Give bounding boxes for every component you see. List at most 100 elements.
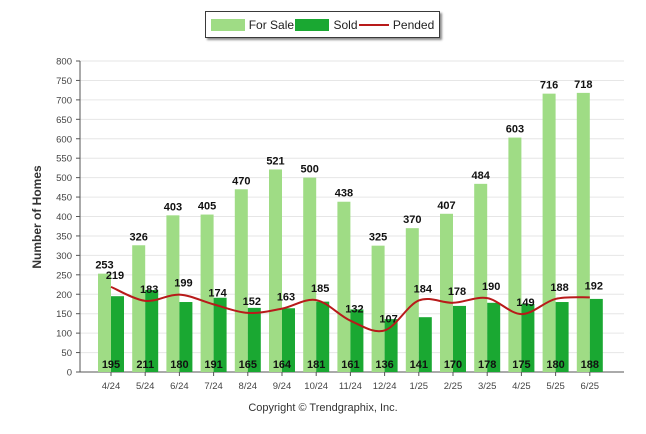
data-labels: 253 326 403 405 470 521 500 438 325 370 407 484 603 7… [95,79,603,371]
for-sale-value-label: 325 [369,232,387,244]
sold-bar [179,302,193,372]
sold-bar [282,308,295,372]
y-tick-label: 200 [56,290,72,301]
sold-value-label: 165 [239,359,257,371]
sold-bar [453,305,466,372]
sold-value-label: 175 [512,359,530,371]
for-sale-bar [542,93,556,372]
bars [98,92,603,372]
y-tick-label: 500 [56,173,72,184]
for-sale-value-label: 484 [472,170,491,182]
pended-value-label: 152 [243,296,261,308]
copyright-footer: Copyright © Trendgraphix, Inc. [248,402,398,414]
x-tick-label: 11/24 [339,381,362,392]
legend-item-sold: Sold [295,17,358,32]
sold-bar [145,289,159,372]
sold-value-label: 161 [341,359,359,371]
sold-value-label: 191 [204,359,222,371]
for-sale-bar [98,273,111,372]
pended-value-label: 178 [448,286,466,298]
x-tick-label: 5/25 [546,381,565,392]
x-tick-label: 3/25 [478,381,497,392]
x-tick-label: 8/24 [239,381,258,392]
y-tick-label: 100 [56,329,72,340]
pended-value-label: 163 [277,292,295,304]
sold-bar [316,301,330,372]
sold-value-label: 141 [410,359,428,371]
for-sale-value-label: 438 [335,188,353,200]
x-tick-label: 12/24 [373,381,397,392]
sold-value-label: 181 [307,359,325,371]
pended-value-label: 174 [208,287,227,299]
x-tick-label: 2/25 [444,381,463,392]
sold-value-label: 136 [375,359,393,371]
x-tick-label: 9/24 [273,381,292,392]
sold-value-label: 188 [581,359,599,371]
x-tick-label: 6/25 [581,381,600,392]
for-sale-value-label: 370 [403,214,421,226]
for-sale-value-label: 716 [540,80,558,92]
for-sale-bar [303,177,317,372]
sold-bar [589,298,603,372]
sold-bar [418,317,432,372]
sold-swatch-icon [295,18,330,31]
pended-value-label: 149 [516,297,534,309]
for-sale-value-label: 326 [130,231,148,243]
for-sale-value-label: 405 [198,201,216,213]
y-tick-label: 750 [56,76,72,87]
y-tick-label: 300 [56,251,72,262]
pended-value-label: 199 [174,278,192,290]
y-tick-label: 250 [56,270,72,281]
y-tick-label: 450 [56,193,72,204]
sold-bar [521,303,535,372]
y-tick-label: 350 [56,231,72,242]
pended-value-label: 192 [585,280,603,292]
legend-label-for-sale: For Sale [248,17,295,32]
x-tick-label: 10/24 [304,381,328,392]
for-sale-value-label: 470 [232,175,250,187]
sold-bar [487,302,501,372]
pended-value-label: 183 [140,284,158,296]
pended-line [110,285,590,333]
for-sale-value-label: 253 [95,260,113,272]
legend-label-sold: Sold [333,17,358,32]
pended-value-label: 219 [106,270,124,282]
for-sale-bar [132,245,146,372]
sold-value-label: 195 [102,359,120,371]
pended-value-label: 185 [311,283,329,295]
sold-value-label: 164 [273,359,292,371]
y-tick-label: 400 [56,212,72,223]
y-tick-label: 0 [67,368,72,379]
x-tick-label: 4/24 [102,381,121,392]
y-tick-label: 150 [56,309,72,320]
sold-value-label: 170 [444,359,462,371]
legend-item-pended: Pended [358,17,435,32]
y-tick-label: 650 [56,115,72,126]
for-sale-bar [474,183,488,372]
pended-value-label: 132 [345,304,363,316]
for-sale-value-label: 500 [301,164,319,176]
pended-line-series [110,285,590,333]
for-sale-bar [371,245,385,372]
legend-label-pended: Pended [392,17,435,32]
for-sale-value-label: 521 [266,155,284,167]
for-sale-bar [405,228,419,372]
x-tick-label: 4/25 [512,381,531,392]
pended-value-label: 184 [414,283,433,295]
for-sale-bar [508,137,522,372]
sold-value-label: 180 [170,359,188,371]
sold-value-label: 180 [546,359,564,371]
x-tick-label: 1/25 [410,381,429,392]
x-axis-ticks: 4/24 5/24 6/24 7/24 8/24 9/24 10/24 11/24 12/24 1… [102,372,599,392]
x-tick-label: 6/24 [170,381,189,392]
x-tick-label: 5/24 [136,381,155,392]
for-sale-bar [576,92,590,372]
pended-value-label: 107 [379,313,397,325]
sold-value-label: 178 [478,359,496,371]
for-sale-bar [440,213,453,372]
for-sale-bar [166,215,180,372]
sold-bar [111,296,124,372]
for-sale-value-label: 403 [164,201,182,213]
sold-value-label: 211 [136,359,154,371]
sold-bar [213,297,227,372]
